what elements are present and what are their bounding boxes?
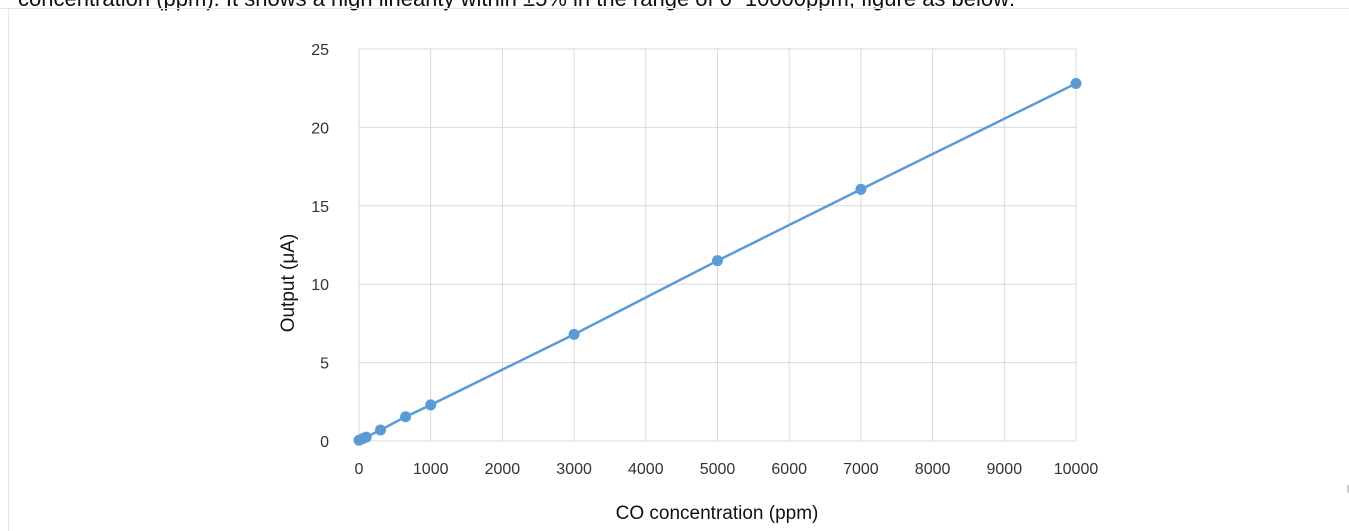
panel-border-top	[0, 8, 1349, 9]
x-axis-title: CO concentration (ppm)	[616, 503, 819, 524]
data-point	[425, 399, 437, 411]
y-tick-label: 20	[311, 120, 329, 137]
panel-border-left	[8, 8, 9, 531]
x-tick-label: 9000	[987, 461, 1023, 478]
data-point	[712, 255, 723, 267]
x-tick-label: 4000	[628, 461, 664, 478]
data-point	[400, 411, 412, 423]
data-point	[1070, 77, 1082, 89]
data-points	[353, 77, 1082, 446]
intro-text: concentration (ppm). It shows a high lin…	[18, 0, 1015, 12]
x-tick-label: 5000	[700, 461, 736, 478]
y-axis-ticks: 0 5 10 15 20 25	[311, 42, 329, 451]
x-tick-label: 3000	[556, 461, 592, 478]
x-tick-label: 0	[355, 461, 364, 478]
y-axis-title: Output (μA)	[278, 234, 299, 333]
x-tick-label: 7000	[843, 461, 879, 478]
data-point	[855, 183, 867, 195]
y-tick-label: 0	[320, 434, 329, 451]
x-tick-label: 1000	[413, 461, 449, 478]
x-tick-label: 6000	[771, 461, 807, 478]
data-point	[360, 431, 372, 443]
x-tick-label: 10000	[1054, 461, 1099, 478]
grid	[358, 48, 1077, 442]
edge-tick-mark	[1347, 485, 1349, 493]
x-tick-label: 2000	[485, 461, 521, 478]
data-point	[568, 328, 580, 340]
y-tick-label: 15	[311, 199, 329, 216]
data-point	[375, 424, 387, 436]
x-tick-label: 8000	[915, 461, 951, 478]
x-axis-ticks: 0 1000 2000 3000 4000 5000 6000 7000 8000 9000 100…	[355, 461, 1099, 478]
y-tick-label: 10	[311, 277, 329, 294]
y-tick-label: 5	[320, 356, 329, 373]
y-tick-label: 25	[311, 42, 329, 59]
